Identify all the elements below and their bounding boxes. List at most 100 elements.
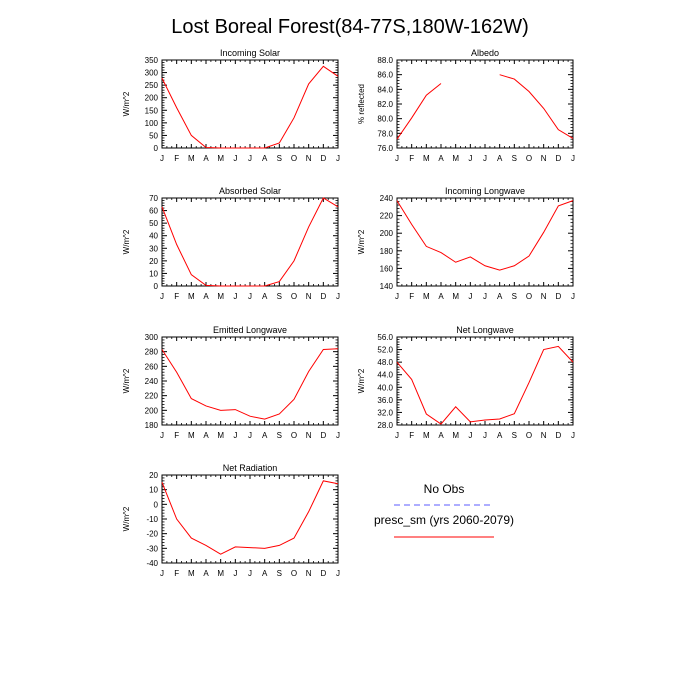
panel-title-net-radiation: Net Radiation [223,463,278,473]
plot-frame-emitted-longwave [161,336,339,426]
x-tick-label-albedo-9: O [526,154,532,163]
x-tick-label-incoming-solar-10: N [306,154,312,163]
series-line-net-radiation-0 [161,480,339,555]
x-tick-label-net-radiation-11: D [320,569,326,578]
x-tick-label-incoming-longwave-4: M [452,292,459,301]
y-tick-label-emitted-longwave-5: 280 [145,348,159,357]
y-tick-label-net-longwave-5: 48.0 [377,358,393,367]
y-tick-label-incoming-solar-0: 0 [154,144,159,153]
x-tick-label-net-longwave-12: J [571,431,575,440]
y-tick-label-net-longwave-2: 36.0 [377,396,393,405]
y-tick-label-net-radiation-4: 0 [154,500,159,509]
x-tick-label-albedo-10: N [541,154,547,163]
y-tick-label-absorbed-solar-0: 0 [154,282,159,291]
y-tick-label-albedo-2: 80.0 [377,115,393,124]
plot-frame-incoming-solar [161,59,339,149]
x-tick-label-emitted-longwave-2: M [188,431,195,440]
x-tick-label-incoming-solar-6: J [248,154,252,163]
y-tick-label-albedo-5: 86.0 [377,71,393,80]
y-tick-label-emitted-longwave-4: 260 [145,362,159,371]
x-tick-label-albedo-0: J [395,154,399,163]
panel-title-albedo: Albedo [471,48,499,58]
x-tick-label-net-longwave-9: O [526,431,532,440]
x-tick-label-net-radiation-5: J [233,569,237,578]
x-tick-label-net-longwave-11: D [555,431,561,440]
x-tick-label-incoming-longwave-8: S [512,292,517,301]
x-tick-label-net-radiation-8: S [277,569,282,578]
x-tick-label-net-radiation-1: F [174,569,179,578]
x-tick-label-incoming-longwave-3: A [438,292,444,301]
x-tick-label-net-radiation-0: J [160,569,164,578]
x-tick-label-incoming-longwave-6: J [483,292,487,301]
x-tick-label-incoming-longwave-11: D [555,292,561,301]
y-tick-label-emitted-longwave-6: 300 [145,333,159,342]
y-tick-label-incoming-solar-6: 300 [145,69,159,78]
x-tick-label-albedo-5: J [468,154,472,163]
panel-title-net-longwave: Net Longwave [456,325,514,335]
panel-title-incoming-longwave: Incoming Longwave [445,186,525,196]
x-tick-label-incoming-solar-0: J [160,154,164,163]
y-tick-label-absorbed-solar-5: 50 [149,219,158,228]
x-tick-label-net-longwave-6: J [483,431,487,440]
y-tick-label-net-longwave-6: 52.0 [377,346,393,355]
panel-title-incoming-solar: Incoming Solar [220,48,280,58]
y-tick-label-net-radiation-0: -40 [146,559,158,568]
y-tick-label-albedo-3: 82.0 [377,100,393,109]
x-tick-label-absorbed-solar-1: F [174,292,179,301]
y-tick-label-incoming-solar-5: 250 [145,81,159,90]
x-tick-label-incoming-longwave-10: N [541,292,547,301]
figure-title: Lost Boreal Forest(84-77S,180W-162W) [171,16,529,38]
x-tick-label-incoming-solar-9: O [291,154,297,163]
x-tick-label-absorbed-solar-3: A [203,292,209,301]
y-tick-label-absorbed-solar-2: 20 [149,257,158,266]
panel-title-absorbed-solar: Absorbed Solar [219,186,281,196]
x-tick-label-net-longwave-5: J [468,431,472,440]
y-axis-label-net-longwave: W/m^2 [357,368,366,393]
x-tick-label-net-longwave-0: J [395,431,399,440]
y-tick-label-net-longwave-3: 40.0 [377,383,393,392]
x-tick-label-incoming-solar-7: A [262,154,268,163]
y-tick-label-albedo-1: 78.0 [377,129,393,138]
x-tick-label-emitted-longwave-6: J [248,431,252,440]
y-tick-label-incoming-solar-3: 150 [145,106,159,115]
plot-frame-albedo [396,59,574,149]
plot-frame-net-longwave [396,336,574,426]
x-tick-label-albedo-1: F [409,154,414,163]
x-tick-label-incoming-longwave-12: J [571,292,575,301]
x-tick-label-incoming-longwave-5: J [468,292,472,301]
x-tick-label-net-longwave-10: N [541,431,547,440]
y-tick-label-albedo-4: 84.0 [377,85,393,94]
y-tick-label-emitted-longwave-3: 240 [145,377,159,386]
x-tick-label-absorbed-solar-6: J [248,292,252,301]
y-tick-label-albedo-6: 88.0 [377,56,393,65]
y-tick-label-net-longwave-7: 56.0 [377,333,393,342]
y-tick-label-absorbed-solar-3: 30 [149,244,158,253]
y-tick-label-absorbed-solar-1: 10 [149,269,158,278]
x-tick-label-net-radiation-3: A [203,569,209,578]
x-tick-label-absorbed-solar-2: M [188,292,195,301]
y-tick-label-incoming-solar-4: 200 [145,94,159,103]
x-tick-label-absorbed-solar-9: O [291,292,297,301]
x-tick-label-absorbed-solar-8: S [277,292,282,301]
x-tick-label-albedo-3: A [438,154,444,163]
y-axis-label-absorbed-solar: W/m^2 [122,229,131,254]
x-tick-label-emitted-longwave-8: S [277,431,282,440]
x-tick-label-net-longwave-1: F [409,431,414,440]
y-tick-label-incoming-solar-2: 100 [145,119,159,128]
x-tick-label-net-longwave-3: A [438,431,444,440]
x-tick-label-incoming-solar-3: A [203,154,209,163]
x-tick-label-net-radiation-7: A [262,569,268,578]
x-tick-label-net-longwave-7: A [497,431,503,440]
y-tick-label-net-longwave-1: 32.0 [377,408,393,417]
x-tick-label-incoming-longwave-9: O [526,292,532,301]
y-tick-label-net-radiation-5: 10 [149,486,158,495]
y-tick-label-net-radiation-6: 20 [149,471,158,480]
x-tick-label-incoming-solar-1: F [174,154,179,163]
y-tick-label-incoming-solar-1: 50 [149,131,158,140]
